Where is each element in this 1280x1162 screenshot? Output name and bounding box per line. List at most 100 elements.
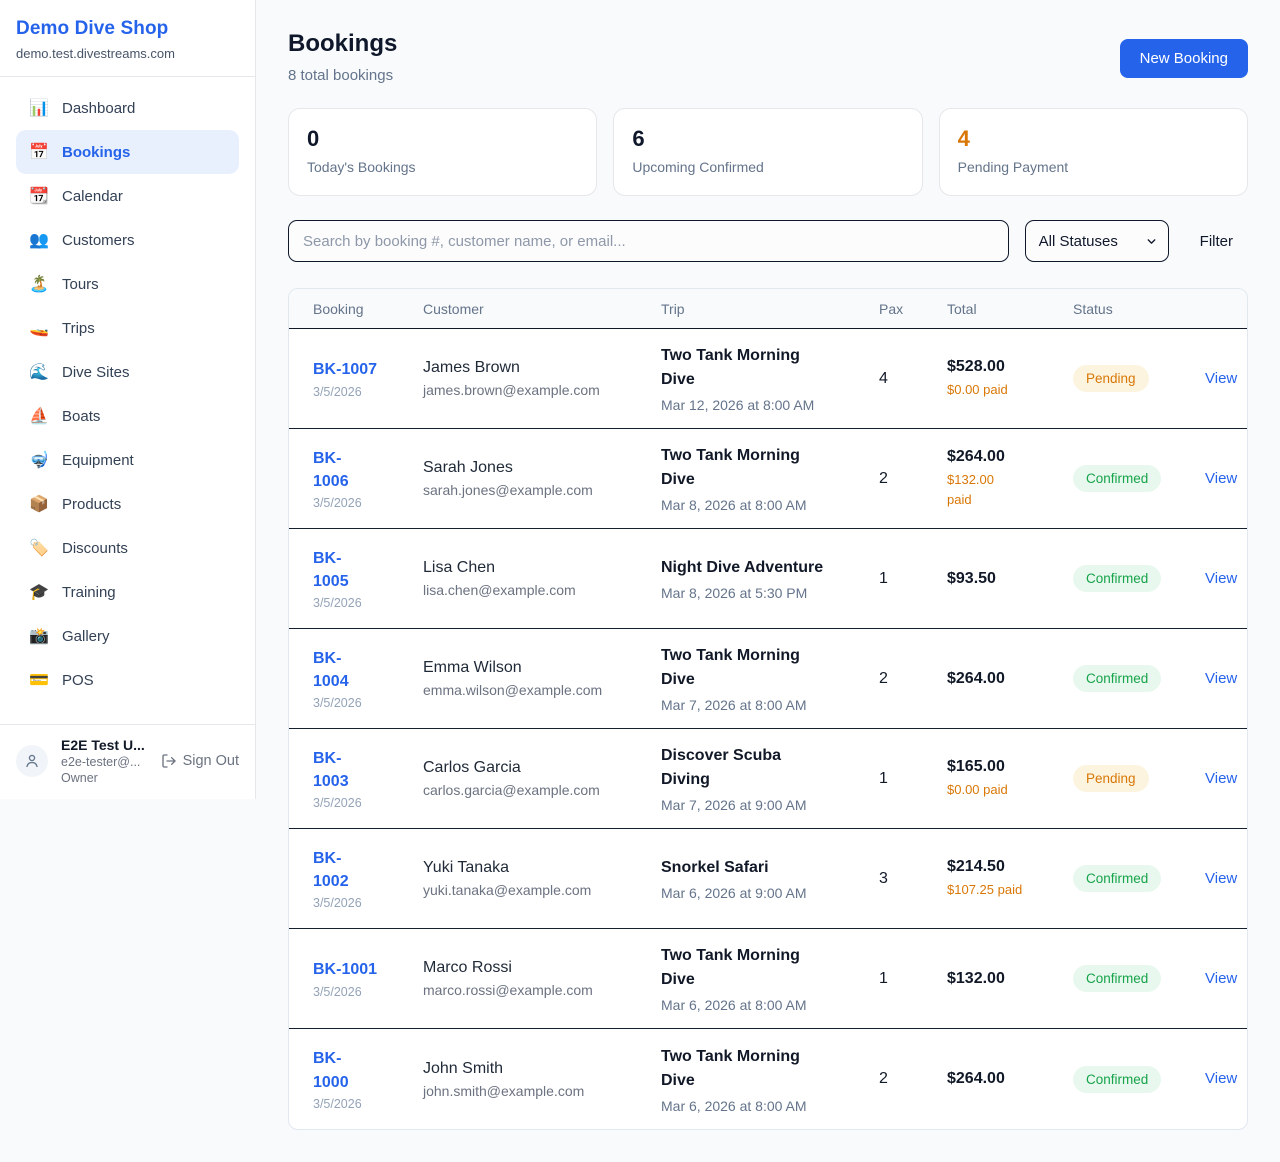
status-cell: Confirmed	[1073, 465, 1194, 492]
status-badge: Confirmed	[1073, 1065, 1162, 1093]
sidebar-item-equipment[interactable]: 🤿 Equipment	[16, 438, 239, 482]
bar-chart-icon: 📊	[29, 98, 49, 117]
sidebar-item-trips[interactable]: 🚤 Trips	[16, 306, 239, 350]
paid-amount: $0.00 paid	[947, 781, 1008, 797]
booking-id-link[interactable]: BK-1001	[313, 961, 378, 979]
status-badge: Pending	[1073, 765, 1149, 792]
booking-date: 3/5/2026	[313, 596, 362, 611]
view-link[interactable]: View	[1205, 469, 1238, 487]
status-select[interactable]: All Statuses	[1024, 220, 1169, 262]
total-amount: $132.00	[947, 969, 1005, 987]
actions-cell: View	[1194, 870, 1237, 888]
customer-cell: Lisa Chen lisa.chen@example.com	[423, 559, 661, 598]
diving-mask-icon: 🤿	[29, 450, 49, 469]
total-cell: $214.50 $107.25 paid	[947, 858, 1073, 900]
view-link[interactable]: View	[1205, 869, 1238, 887]
trip-datetime: Mar 12, 2026 at 8:00 AM	[661, 397, 815, 413]
stat-value: 4	[957, 126, 970, 151]
search-input[interactable]	[288, 220, 1009, 262]
status-badge: Confirmed	[1073, 565, 1162, 592]
table-row: BK- 1000 3/5/2026 John Smith john.smith@…	[289, 1029, 1247, 1129]
sidebar-item-discounts[interactable]: 🏷️ Discounts	[16, 526, 239, 570]
sidebar-item-label: Dive Sites	[62, 363, 130, 381]
stat-value: 6	[632, 126, 645, 151]
sidebar-item-label: Training	[62, 583, 116, 601]
booking-date: 3/5/2026	[313, 896, 362, 911]
booking-id-link[interactable]: BK- 1005	[313, 549, 349, 590]
sidebar-item-customers[interactable]: 👥 Customers	[16, 218, 239, 262]
sidebar-item-label: Boats	[62, 407, 101, 425]
status-cell: Pending	[1073, 365, 1194, 392]
new-booking-button[interactable]: New Booking	[1119, 39, 1248, 78]
speedboat-icon: 🚤	[29, 318, 49, 337]
stat-cards: 0 Today's Bookings 6 Upcoming Confirmed …	[288, 108, 1248, 196]
booking-id-link[interactable]: BK- 1000	[313, 1050, 349, 1091]
booking-cell: BK- 1004 3/5/2026	[313, 647, 423, 710]
status-cell: Confirmed	[1073, 1065, 1194, 1093]
sidebar-item-dashboard[interactable]: 📊 Dashboard	[16, 86, 239, 130]
booking-id-link[interactable]: BK- 1006	[313, 449, 349, 490]
customer-email: marco.rossi@example.com	[423, 982, 593, 998]
avatar	[16, 745, 48, 777]
column-header-total: Total	[947, 300, 977, 317]
paid-amount: $107.25 paid	[947, 881, 1023, 897]
view-link[interactable]: View	[1205, 569, 1238, 587]
total-cell: $165.00 $0.00 paid	[947, 758, 1073, 800]
stat-card-upcoming-confirmed: 6 Upcoming Confirmed	[613, 108, 923, 196]
user-email: e2e-tester@...	[61, 755, 141, 769]
trip-cell: Two Tank Morning Dive Mar 8, 2026 at 8:0…	[661, 444, 879, 513]
status-badge: Pending	[1073, 365, 1149, 392]
booking-cell: BK-1001 3/5/2026	[313, 958, 423, 998]
sidebar-item-gallery[interactable]: 📸 Gallery	[16, 614, 239, 658]
trip-datetime: Mar 6, 2026 at 9:00 AM	[661, 885, 807, 901]
actions-cell: View	[1194, 1070, 1237, 1088]
customer-email: james.brown@example.com	[423, 382, 600, 398]
trip-name: Two Tank Morning Dive	[661, 1047, 800, 1089]
table-row: BK- 1004 3/5/2026 Emma Wilson emma.wilso…	[289, 629, 1247, 729]
sidebar-item-boats[interactable]: ⛵ Boats	[16, 394, 239, 438]
sidebar-item-training[interactable]: 🎓 Training	[16, 570, 239, 614]
trip-cell: Two Tank Morning Dive Mar 6, 2026 at 8:0…	[661, 944, 879, 1013]
pax-cell: 2	[879, 1070, 888, 1087]
sidebar-item-bookings[interactable]: 📅 Bookings	[16, 130, 239, 174]
view-link[interactable]: View	[1205, 969, 1238, 987]
view-link[interactable]: View	[1205, 369, 1238, 387]
sidebar-nav: 📊 Dashboard 📅 Bookings 📆 Calendar 👥 Cust…	[0, 77, 255, 724]
page-header-text: Bookings 8 total bookings	[288, 30, 397, 84]
pax-cell: 4	[879, 369, 888, 387]
sidebar-item-dive-sites[interactable]: 🌊 Dive Sites	[16, 350, 239, 394]
sidebar-item-tours[interactable]: 🏝️ Tours	[16, 262, 239, 306]
pax-cell: 1	[879, 769, 888, 787]
trip-datetime: Mar 7, 2026 at 8:00 AM	[661, 697, 807, 713]
customer-name: Marco Rossi	[423, 959, 512, 976]
trip-datetime: Mar 6, 2026 at 8:00 AM	[661, 997, 807, 1013]
sidebar-item-calendar[interactable]: 📆 Calendar	[16, 174, 239, 218]
trip-cell: Two Tank Morning Dive Mar 6, 2026 at 8:0…	[661, 1045, 879, 1114]
sidebar-item-label: Gallery	[62, 627, 110, 645]
filter-button[interactable]: Filter	[1199, 232, 1233, 250]
booking-id-link[interactable]: BK- 1003	[313, 749, 349, 790]
sign-out-button[interactable]: Sign Out	[161, 753, 239, 769]
status-badge: Confirmed	[1073, 465, 1162, 492]
page-header: Bookings 8 total bookings New Booking	[288, 30, 1248, 84]
booking-id-link[interactable]: BK-1007	[313, 361, 378, 379]
booking-id-link[interactable]: BK- 1002	[313, 849, 349, 890]
total-amount: $165.00	[947, 757, 1005, 775]
view-link[interactable]: View	[1205, 1070, 1238, 1087]
sidebar-item-pos[interactable]: 💳 POS	[16, 658, 239, 702]
trip-name: Two Tank Morning Dive	[661, 447, 800, 488]
pax-cell: 2	[879, 669, 888, 687]
booking-date: 3/5/2026	[313, 696, 362, 711]
table-row: BK- 1003 3/5/2026 Carlos Garcia carlos.g…	[289, 729, 1247, 829]
pax-cell: 1	[879, 969, 888, 987]
sidebar-item-label: Dashboard	[62, 99, 136, 117]
table-row: BK- 1002 3/5/2026 Yuki Tanaka yuki.tanak…	[289, 829, 1247, 929]
view-link[interactable]: View	[1205, 669, 1238, 687]
sidebar-item-products[interactable]: 📦 Products	[16, 482, 239, 526]
brand-name[interactable]: Demo Dive Shop	[16, 18, 169, 39]
view-link[interactable]: View	[1205, 769, 1238, 787]
customer-cell: Carlos Garcia carlos.garcia@example.com	[423, 759, 661, 798]
tear-off-calendar-icon: 📆	[29, 186, 49, 205]
user-name: E2E Test U...	[61, 737, 145, 753]
booking-id-link[interactable]: BK- 1004	[313, 649, 349, 690]
